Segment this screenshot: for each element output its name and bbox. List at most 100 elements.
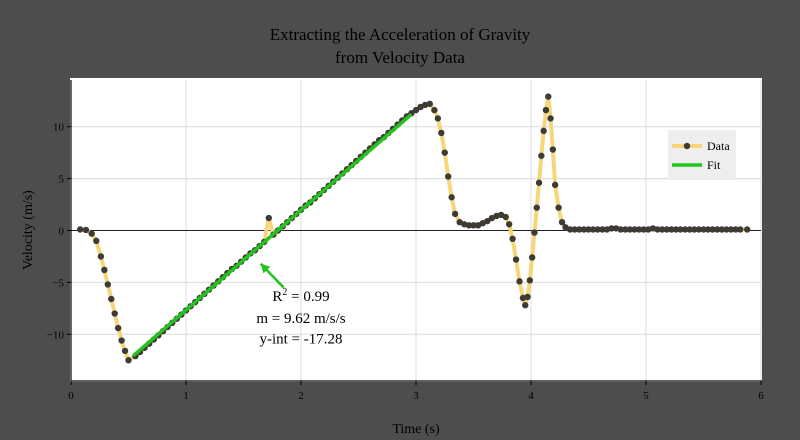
data-point (465, 222, 473, 229)
data-point (626, 226, 634, 233)
annotation-arrow-head (260, 263, 271, 274)
data-point (555, 204, 562, 211)
legend-fit-label: Fit (707, 158, 721, 172)
chart-title-line-2: from Velocity Data (335, 48, 465, 67)
y-tick-label: 5 (59, 174, 65, 186)
data-point (97, 253, 105, 260)
data-point (441, 149, 448, 156)
data-point (412, 106, 420, 114)
data-point (551, 181, 559, 189)
legend: Data Fit (668, 130, 736, 180)
data-point (709, 226, 716, 233)
data-point (580, 226, 588, 233)
data-point (88, 230, 95, 237)
data-point (484, 217, 491, 225)
data-point (585, 226, 592, 233)
data-point (104, 281, 112, 288)
data-point (522, 302, 529, 309)
data-point (118, 337, 125, 344)
data-point (663, 226, 670, 233)
data-point (631, 226, 638, 233)
data-point (512, 256, 520, 263)
x-tick-label: 2 (298, 390, 304, 402)
data-point (617, 226, 624, 233)
data-point (77, 226, 84, 233)
x-tick-label: 0 (68, 390, 74, 402)
data-point (691, 226, 698, 233)
data-point (547, 115, 554, 122)
annotation-layer: R2 = 0.99 m = 9.62 m/s/s y-int = -17.28 (256, 262, 346, 348)
annotation-slope: m = 9.62 m/s/s (256, 311, 345, 327)
x-tick-label: 4 (528, 390, 534, 402)
data-point (654, 226, 661, 233)
fit-layer (132, 113, 412, 357)
data-point (445, 173, 452, 180)
data-point (714, 226, 721, 233)
y-axis-title: Velocity (m/s) (21, 190, 36, 270)
data-point (125, 357, 132, 364)
x-axis-title: Time (s) (392, 422, 440, 437)
data-point (672, 226, 680, 233)
data-point (82, 226, 90, 234)
data-point (526, 277, 534, 284)
data-point (545, 93, 552, 100)
data-point (571, 226, 578, 233)
data-point (448, 194, 455, 201)
y-tick-label: 0 (59, 226, 65, 238)
data-point (505, 221, 513, 228)
data-point (700, 226, 707, 233)
data-point (576, 226, 583, 233)
data-point (558, 218, 566, 226)
data-point (622, 226, 629, 233)
data-point (535, 179, 543, 186)
data-point (516, 278, 523, 285)
data-point (640, 226, 647, 233)
legend-data-label: Data (707, 139, 730, 153)
data-point (737, 226, 744, 233)
data-point (451, 210, 459, 218)
data-point (594, 226, 601, 233)
x-tick-label: 1 (183, 390, 189, 402)
data-point (509, 235, 516, 243)
data-point (542, 106, 550, 114)
legend-data-point (683, 142, 691, 150)
annotation-intercept: y-int = -17.28 (259, 332, 342, 348)
data-point (635, 226, 643, 233)
x-tick-label: 5 (643, 390, 649, 402)
ticks: 0 1 2 3 4 5 6 −10 −5 0 5 10 (47, 122, 764, 402)
data-point (426, 100, 433, 108)
data-point (658, 226, 666, 233)
data-point (589, 226, 597, 233)
data-point (686, 226, 693, 233)
data-point (608, 225, 615, 232)
data-point (723, 226, 730, 233)
data-point (681, 226, 689, 233)
x-tick-label: 3 (413, 390, 419, 402)
data-point (265, 214, 272, 222)
r-squared-exponent: 2 (282, 287, 287, 298)
y-tick-label: −5 (52, 277, 64, 289)
y-tick-label: −10 (47, 329, 65, 341)
data-point (677, 226, 684, 233)
fit-line (132, 113, 412, 357)
data-point (93, 237, 100, 245)
data-point (121, 347, 129, 355)
legend-box (668, 130, 736, 180)
chart-title-line-1: Extracting the Acceleration of Gravity (270, 25, 531, 44)
data-point (111, 310, 118, 317)
data-point (431, 106, 438, 114)
data-point (695, 226, 703, 233)
data-point (540, 127, 547, 135)
data-point (114, 324, 122, 332)
r-squared-value: = 0.99 (287, 289, 329, 305)
data-point (502, 213, 509, 221)
y-tick-label: 10 (53, 122, 65, 134)
x-tick-label: 6 (758, 390, 764, 402)
data-point (566, 226, 574, 233)
data-point (668, 226, 675, 233)
data-point (531, 229, 538, 236)
data-point (704, 226, 712, 233)
data-point (528, 254, 536, 261)
data-point (108, 295, 115, 303)
